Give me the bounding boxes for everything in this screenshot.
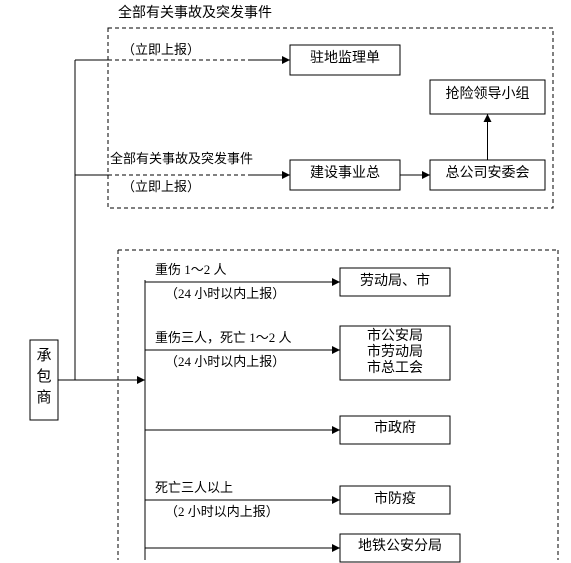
arrowhead [137, 376, 145, 384]
box-jianshi-label: 建设事业总 [310, 165, 380, 181]
contractor-label: 承包商 [36, 347, 51, 406]
case2b: （24 小时以内上报） [165, 354, 285, 369]
top-row1-label: （立即上报） [122, 42, 200, 57]
box-qiangxian-label: 抢险领导小组 [446, 85, 530, 102]
arrowhead [332, 496, 340, 504]
box-jianli-label: 驻地监理单 [310, 50, 380, 66]
top-row2-label-a: 全部有关事故及突发事件 [110, 151, 253, 166]
case4b: （2 小时以内上报） [165, 504, 279, 519]
box-ditie-label: 地铁公安分局 [358, 538, 442, 554]
arrowhead [282, 171, 290, 179]
arrowhead [332, 426, 340, 434]
arrowhead [282, 56, 290, 64]
box-gongan-label: 市公安局市劳动局市总工会 [367, 327, 423, 376]
arrowhead [332, 346, 340, 354]
top-title: 全部有关事故及突发事件 [118, 4, 272, 21]
arrowhead [332, 544, 340, 552]
case4a: 死亡三人以上 [155, 480, 233, 495]
arrowhead [484, 114, 492, 122]
arrowhead [422, 171, 430, 179]
case1a: 重伤 1～2 人 [155, 262, 227, 277]
arrowhead [332, 278, 340, 286]
top-row2-label-b: （立即上报） [122, 179, 200, 194]
case2a: 重伤三人，死亡 1～2 人 [155, 330, 292, 345]
box-fangyi-label: 市防疫 [374, 490, 416, 507]
box-anwei-label: 总公司安委会 [446, 165, 530, 181]
case1b: （24 小时以内上报） [165, 286, 285, 301]
box-laodong-label: 劳动局、市 [360, 272, 430, 289]
box-shizhengfu-label: 市政府 [374, 419, 416, 436]
